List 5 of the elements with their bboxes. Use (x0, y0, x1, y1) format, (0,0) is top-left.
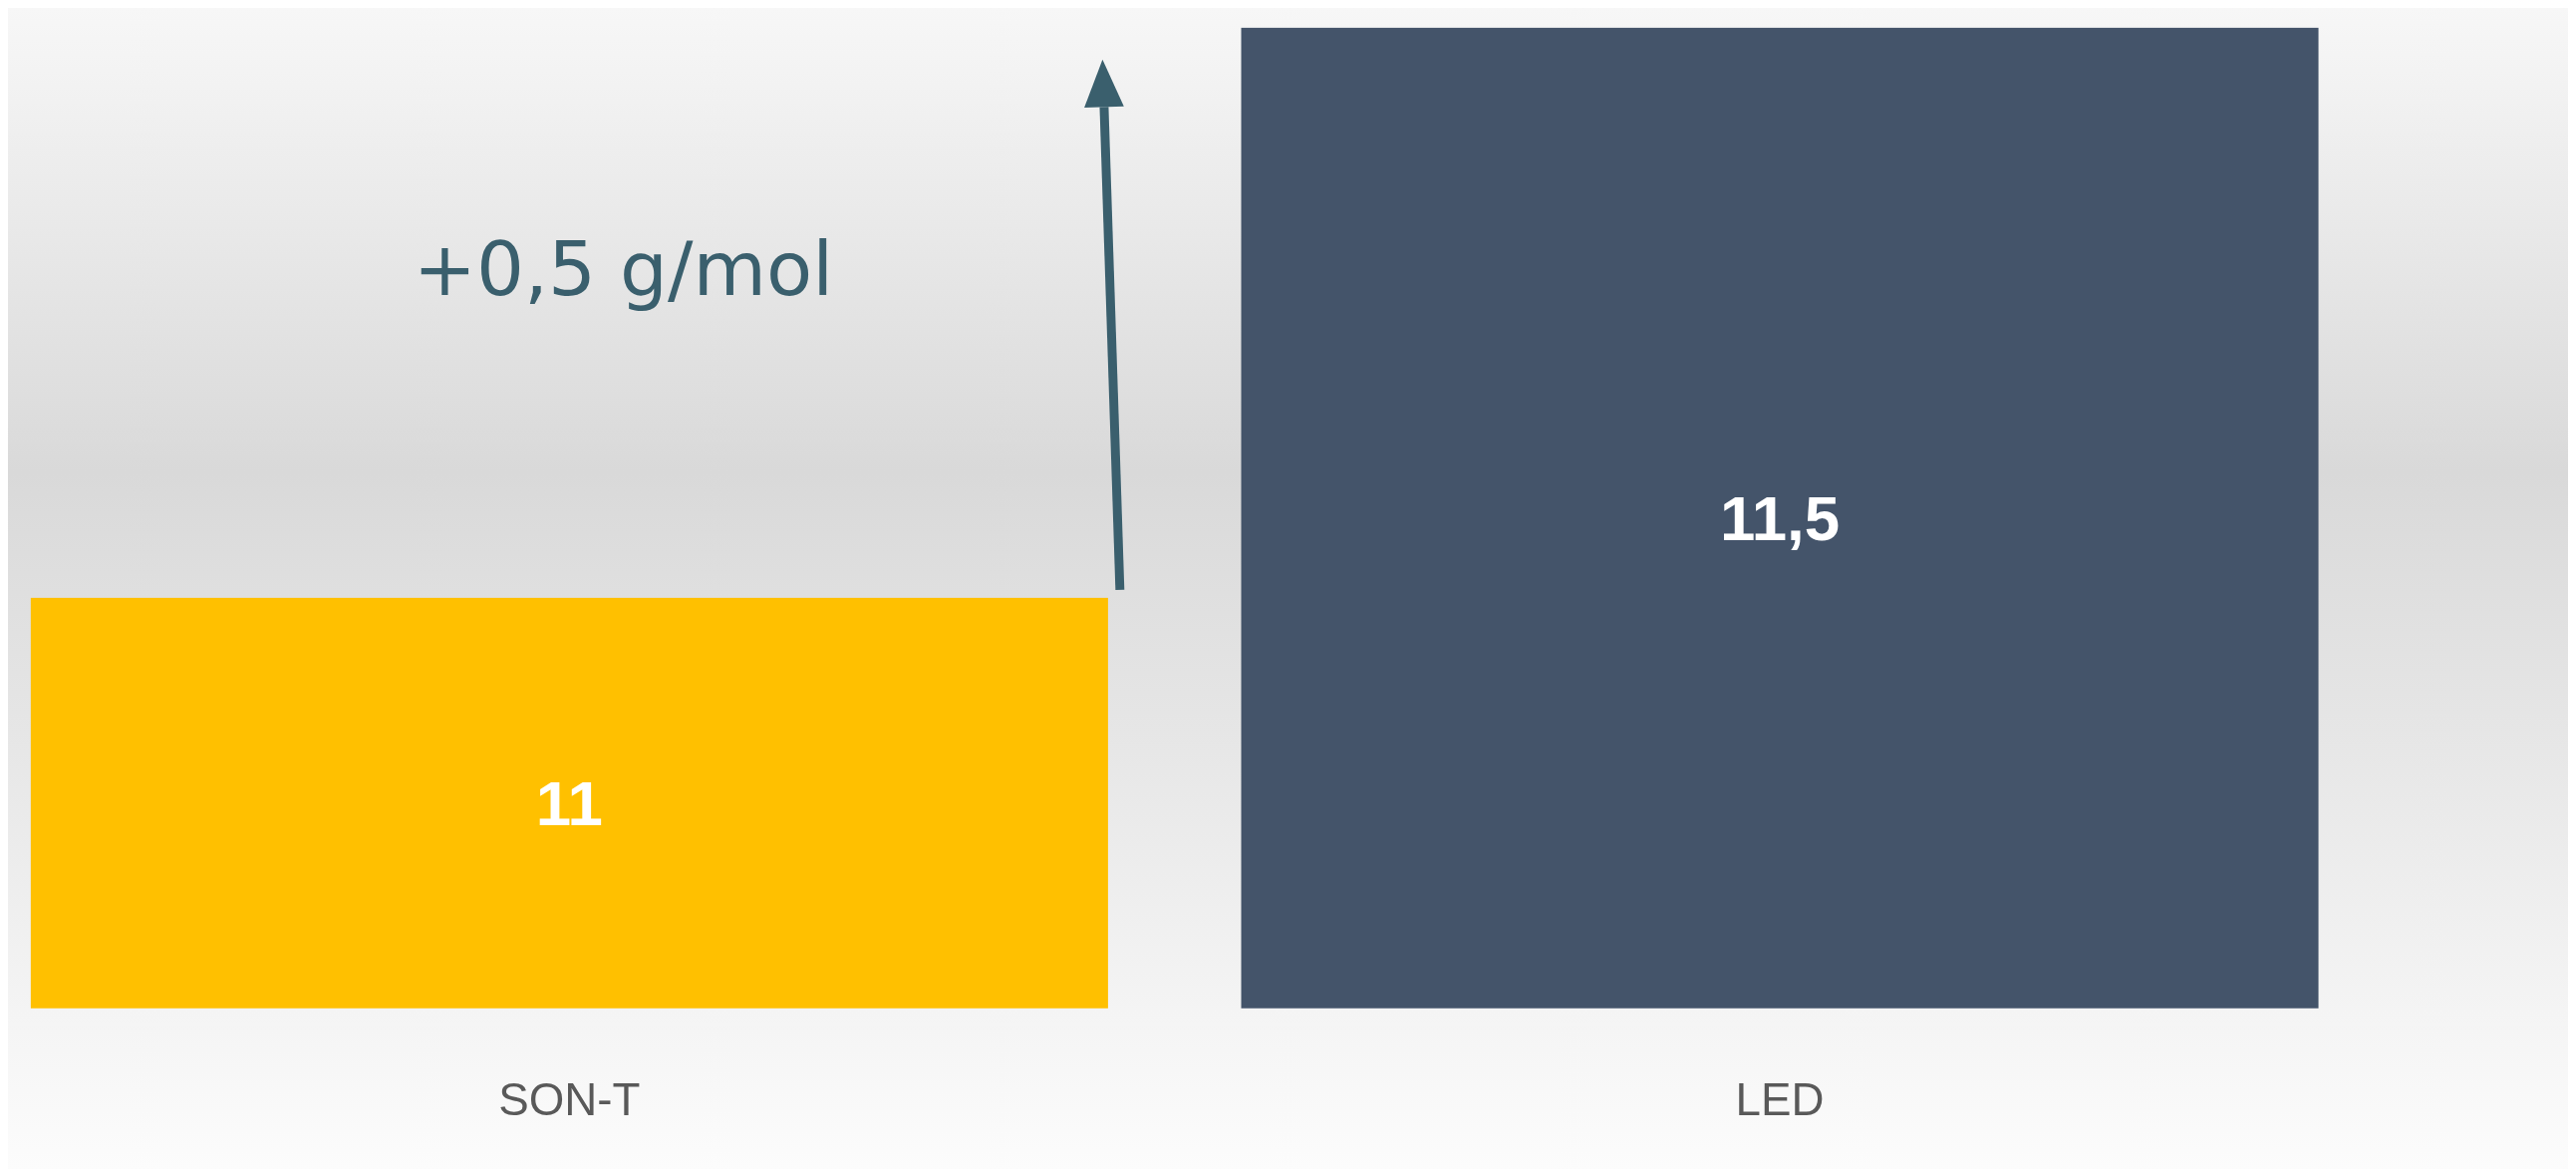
annotation: +0,5 g/mol (413, 225, 834, 314)
x-tick-label: SON-T (498, 1074, 641, 1126)
data-label: 11 (535, 766, 603, 838)
x-tick-label: LED (1735, 1074, 1825, 1126)
data-label: 11,5 (1719, 481, 1841, 553)
